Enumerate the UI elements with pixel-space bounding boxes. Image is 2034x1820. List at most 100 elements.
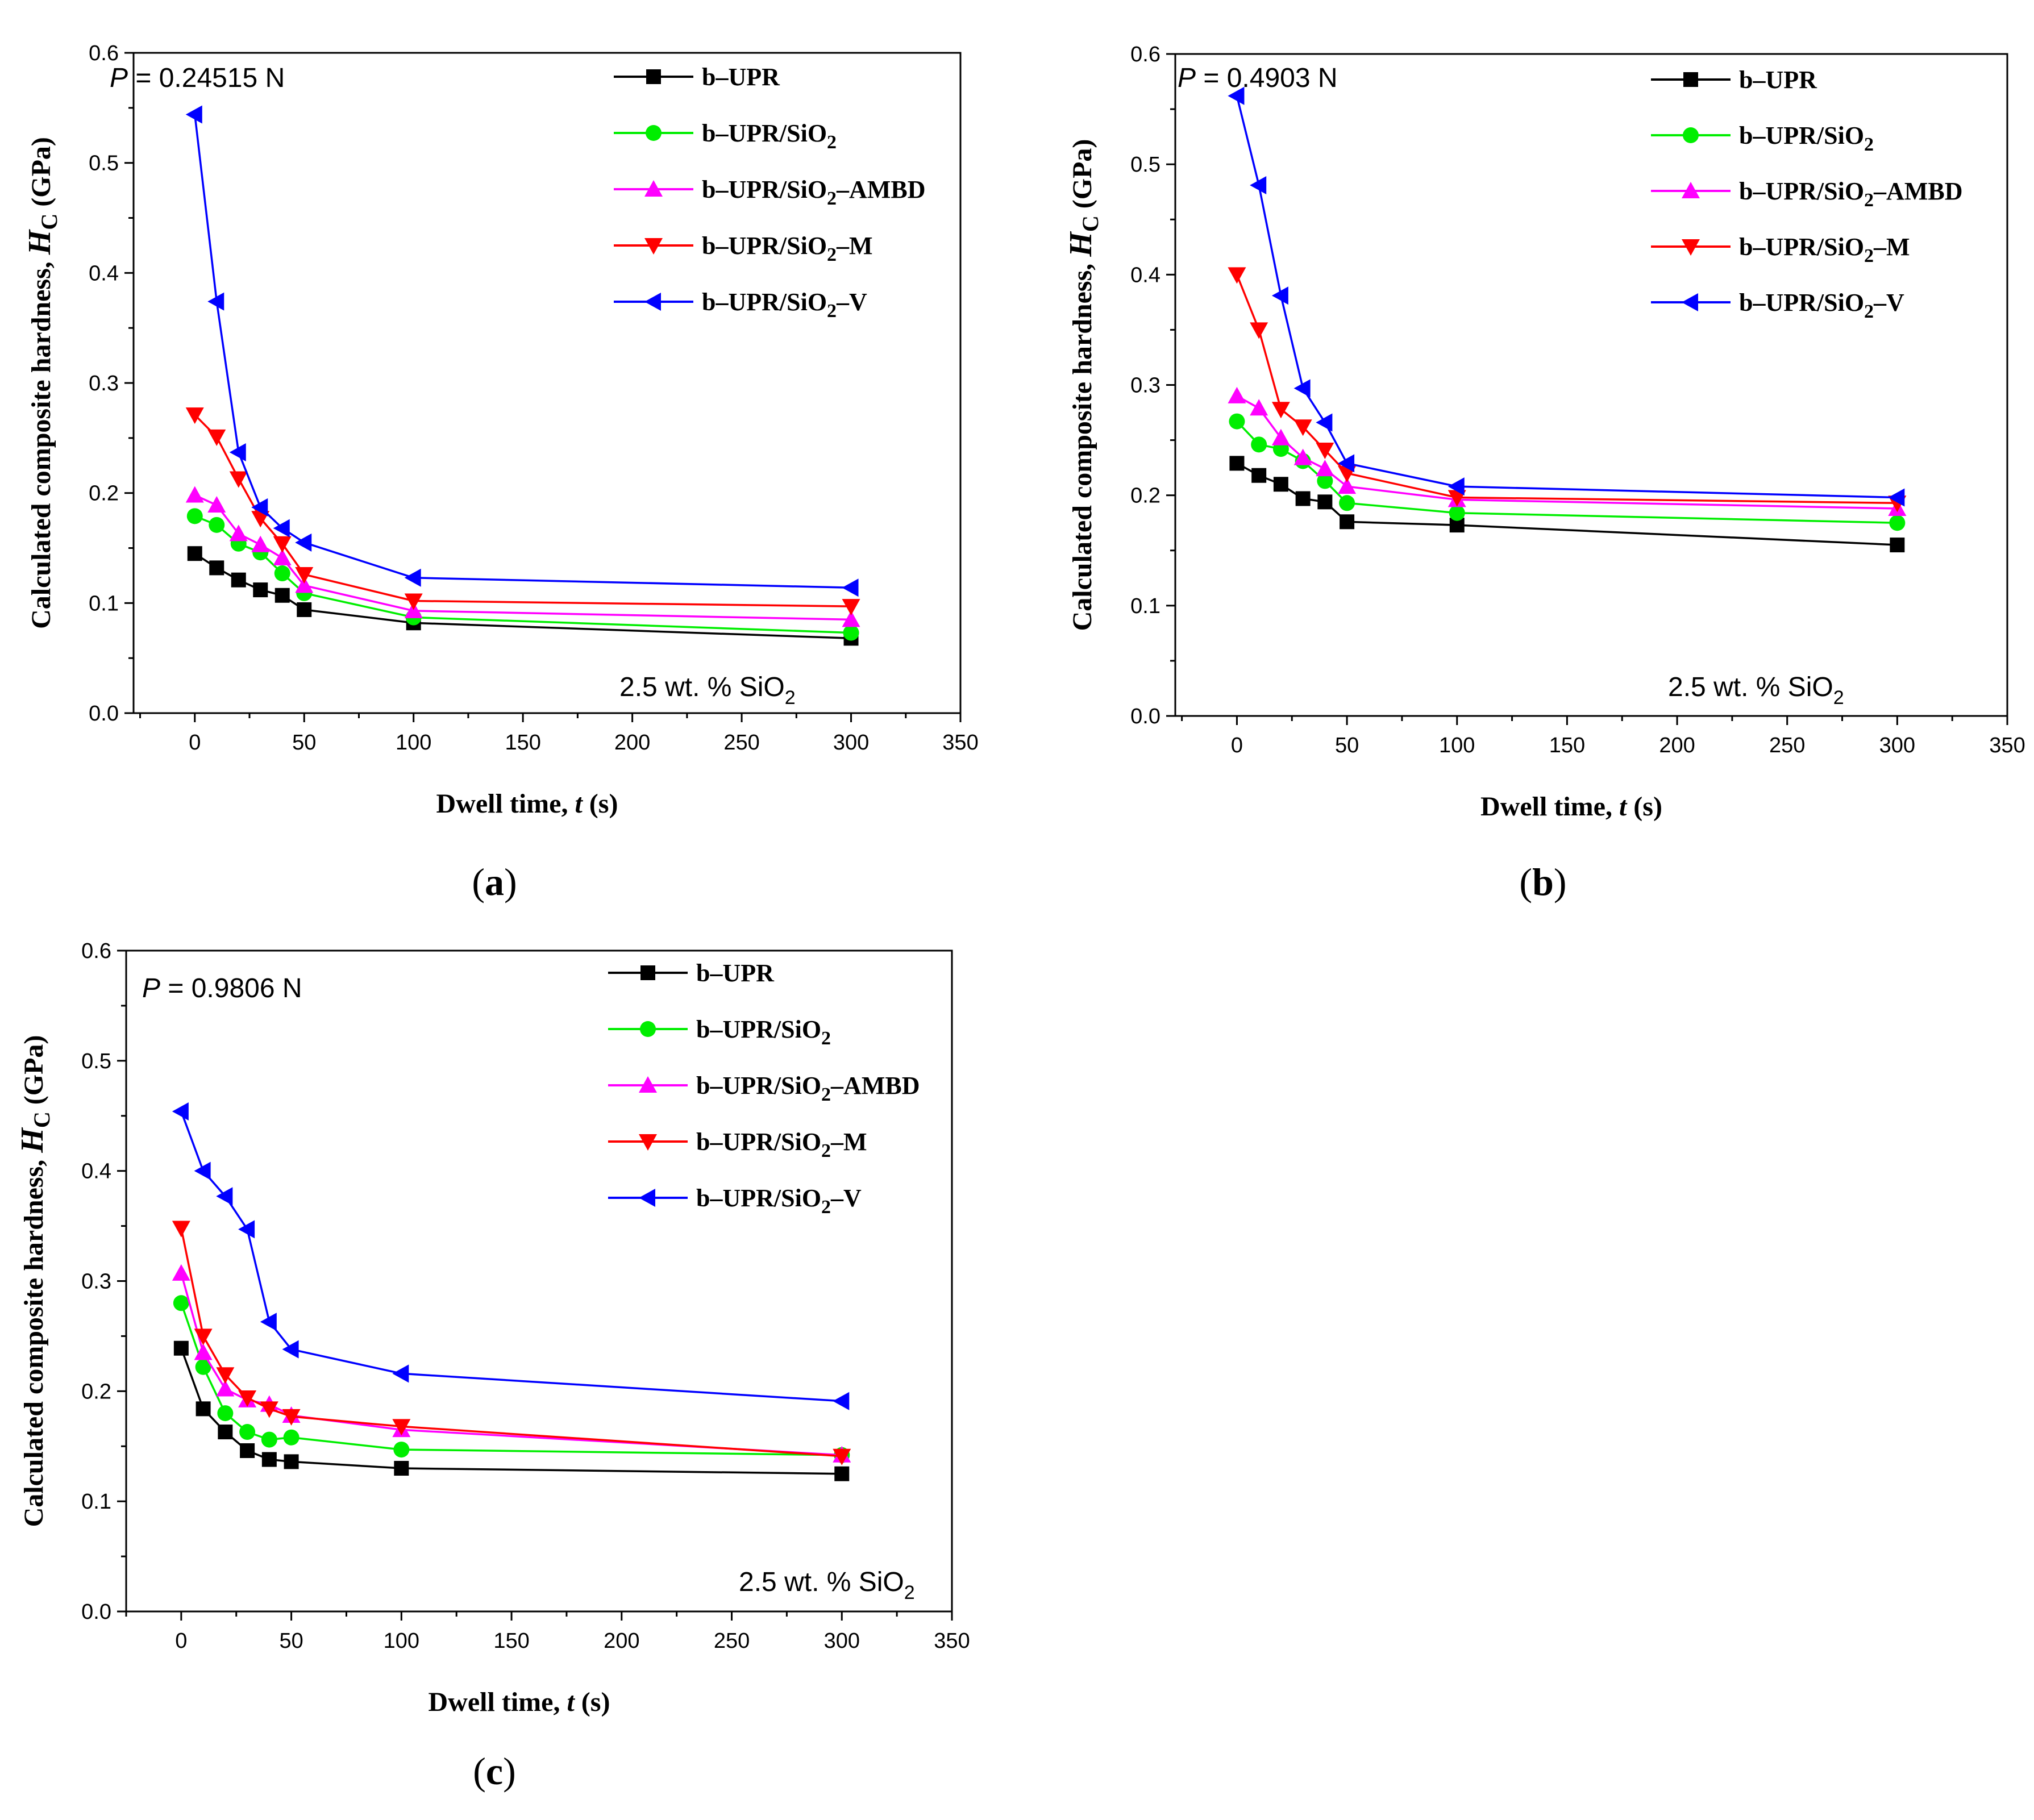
series-3: [1228, 386, 1907, 516]
x-tick-label: 300: [1879, 734, 1915, 757]
y-tick-label: 0.4: [81, 1160, 111, 1184]
data-point: [1447, 490, 1466, 507]
data-point: [185, 105, 202, 124]
y-tick-label: 0.0: [1130, 705, 1160, 728]
load-annotation: P = 0.4903 N: [1178, 63, 1338, 93]
legend-marker: [1682, 293, 1698, 311]
chart-panel-c: 0 50 100 150 200 250 300 350 0.0 0.1 0.2 0.3 0.4 0.5 0…: [15, 939, 970, 1793]
data-point: [172, 1221, 190, 1238]
load-annotation: P = 0.9806 N: [142, 973, 302, 1003]
data-point: [297, 602, 312, 617]
data-point: [239, 1424, 256, 1440]
data-point: [173, 1340, 189, 1356]
y-axis-label: Calculated composite hardness, HC (GPa): [22, 137, 62, 629]
y-tick-label: 0.3: [89, 372, 119, 395]
data-point: [1447, 477, 1465, 496]
panel-caption: (b): [1519, 860, 1566, 903]
x-tick-label: 0: [175, 1629, 187, 1653]
y-tick-label: 0.6: [1130, 43, 1160, 66]
data-point: [195, 1359, 211, 1375]
data-point: [282, 1340, 299, 1359]
legend-marker: [644, 293, 661, 311]
series-1: [173, 1340, 850, 1481]
data-point: [194, 1343, 213, 1360]
x-tick-label: 250: [714, 1629, 750, 1653]
x-tick-label: 300: [833, 731, 869, 755]
x-tick-label: 50: [279, 1629, 303, 1653]
legend-marker: [639, 1076, 657, 1093]
legend-label: b–UPR/SiO2–AMBD: [696, 1072, 920, 1105]
data-point: [251, 498, 268, 517]
series-5: [185, 105, 859, 597]
legend-marker: [639, 1134, 657, 1151]
data-point: [207, 429, 226, 446]
y-tick-label: 0.3: [81, 1270, 111, 1294]
legend-marker: [639, 1189, 655, 1207]
data-point: [274, 565, 290, 582]
x-axis-label: Dwell time, t (s): [436, 789, 618, 819]
data-point: [1316, 413, 1333, 432]
data-point: [261, 1431, 277, 1448]
x-tick-label: 150: [1549, 734, 1585, 757]
x-tick-label: 0: [189, 731, 201, 755]
legend-marker: [640, 1021, 656, 1037]
data-point: [833, 1448, 851, 1465]
data-point: [185, 407, 204, 424]
data-point: [218, 1425, 233, 1440]
legend-label: b–UPR/SiO2–AMBD: [1739, 177, 1962, 211]
data-point: [1293, 379, 1311, 398]
data-point: [1229, 456, 1245, 471]
data-point: [1251, 468, 1267, 483]
data-point: [1271, 286, 1288, 305]
legend-marker: [1683, 72, 1698, 87]
data-point: [282, 1409, 301, 1426]
legend-label: b–UPR/SiO2–M: [696, 1128, 867, 1161]
data-point: [253, 582, 268, 598]
data-point: [187, 546, 202, 561]
data-point: [1339, 495, 1355, 511]
legend: b–UPR b–UPR/SiO2 b–UPR/SiO2–AMBD b–UPR/SiO2…: [614, 63, 925, 322]
data-point: [842, 578, 859, 597]
data-point: [194, 1328, 213, 1346]
series-4: [185, 407, 860, 616]
data-point: [1338, 454, 1355, 473]
x-tick-label: 200: [614, 731, 650, 755]
data-point: [260, 1401, 278, 1418]
series-line: [1236, 274, 1898, 505]
legend-marker: [644, 238, 663, 255]
data-point: [1316, 443, 1334, 460]
x-tick-label: 50: [292, 731, 316, 755]
legend-label: b–UPR/SiO2–V: [696, 1184, 862, 1218]
data-point: [1317, 494, 1333, 510]
legend: b–UPR b–UPR/SiO2 b–UPR/SiO2–AMBD b–UPR/SiO2…: [1651, 66, 1962, 322]
data-point: [833, 1392, 850, 1410]
silica-note: 2.5 wt. % SiO2: [619, 672, 796, 709]
data-point: [216, 1187, 233, 1206]
legend-label: b–UPR/SiO2: [696, 1015, 831, 1049]
legend-marker: [644, 180, 663, 197]
x-tick-label: 100: [384, 1629, 419, 1653]
data-point: [1228, 86, 1245, 105]
data-point: [216, 1380, 235, 1397]
data-point: [1317, 473, 1333, 489]
silica-note: 2.5 wt. % SiO2: [1668, 672, 1844, 709]
x-axis-label: Dwell time, t (s): [1480, 792, 1662, 822]
chart-panel-b: 0 50 100 150 200 250 300 350 0.0 0.1 0.2 0.3 0.4 0.5 0…: [1063, 43, 2025, 903]
y-tick-label: 0.1: [1130, 594, 1160, 618]
x-tick-label: 350: [934, 1629, 970, 1653]
data-point: [173, 1295, 189, 1311]
legend: b–UPR b–UPR/SiO2 b–UPR/SiO2–AMBD b–UPR/SiO2…: [608, 959, 920, 1218]
data-point: [273, 536, 292, 553]
data-point: [172, 1264, 190, 1281]
series-1: [187, 546, 859, 646]
data-point: [209, 560, 224, 576]
y-tick-label: 0.2: [81, 1380, 111, 1403]
data-point: [251, 535, 270, 552]
chart-panel-a: 0 50 100 150 200 250 300 350 0.0 0.1 0.2 0.3 0.4 0.5 0…: [22, 41, 979, 903]
data-point: [207, 495, 226, 513]
legend-label: b–UPR/SiO2–M: [1739, 233, 1910, 266]
data-point: [1338, 477, 1357, 494]
y-tick-label: 0.0: [81, 1600, 111, 1624]
legend-label: b–UPR: [702, 63, 780, 91]
